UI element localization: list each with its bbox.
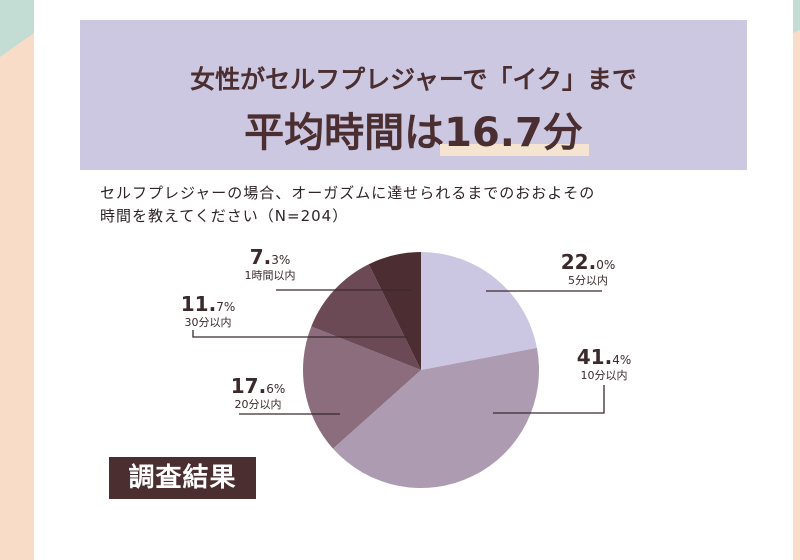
right-decor-strip — [793, 0, 800, 560]
survey-question: セルフプレジャーの場合、オーガズムに達せられるまでのおおよその 時間を教えてくだ… — [100, 182, 720, 228]
title-prefix: 平均時間は — [244, 110, 445, 156]
question-line1: セルフプレジャーの場合、オーガズムに達せられるまでのおおよその — [100, 184, 596, 202]
pie-slice-0 — [421, 252, 537, 370]
survey-result-badge: 調査結果 — [109, 457, 256, 499]
label-30min: 11.7% 30分以内 — [180, 292, 236, 329]
title-highlight: 16.7分 — [440, 100, 589, 158]
pie-slices — [303, 252, 540, 489]
pie-slice-4 — [368, 252, 421, 370]
label-1hour: 7.3% 1時間以内 — [244, 245, 296, 282]
leader-line-30min — [192, 330, 407, 338]
title-line2: 平均時間は16.7分 — [80, 100, 747, 158]
left-decor-strip — [0, 0, 34, 560]
pie-slice-2 — [303, 326, 421, 449]
question-line2: 時間を教えてください（N=204） — [100, 207, 349, 225]
pie-slice-1 — [332, 347, 540, 489]
label-10min: 41.4% 10分以内 — [576, 345, 632, 382]
label-20min: 17.6% 20分以内 — [230, 374, 286, 411]
leader-line-10min — [493, 385, 605, 414]
leader-lines — [192, 289, 605, 415]
title-box: 女性がセルフプレジャーで「イク」まで 平均時間は16.7分 — [80, 20, 747, 170]
title-line1: 女性がセルフプレジャーで「イク」まで — [190, 65, 637, 94]
average-time-value: 16.7分 — [444, 110, 583, 156]
label-5min: 22.0% 5分以内 — [560, 250, 616, 287]
